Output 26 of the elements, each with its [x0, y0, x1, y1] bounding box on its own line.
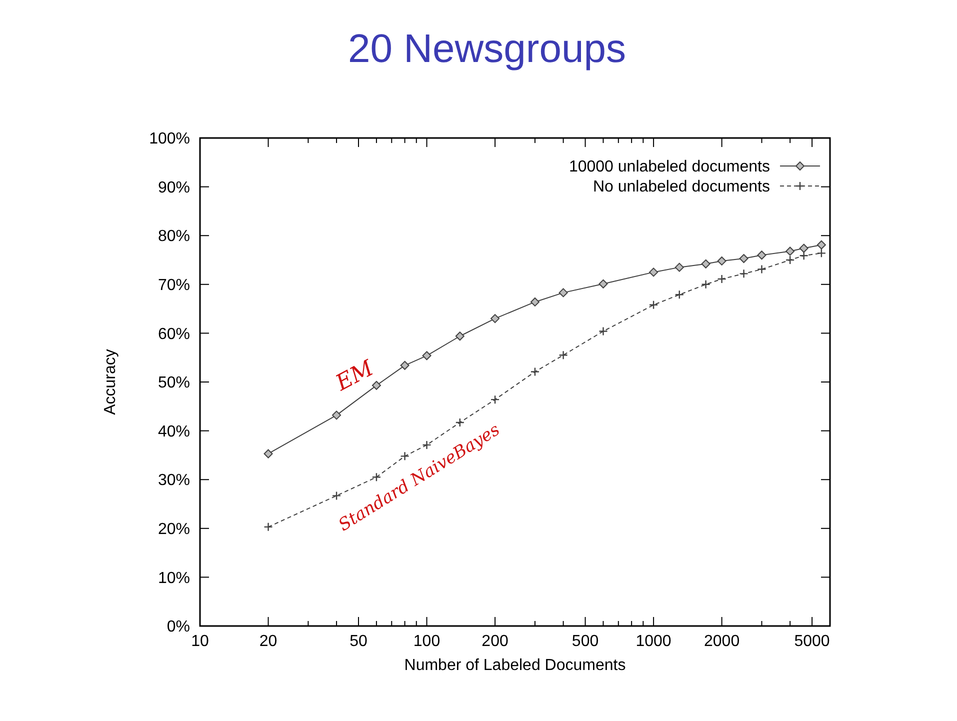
y-tick-label: 50%	[158, 374, 190, 392]
legend-label: No unlabeled documents	[592, 178, 770, 196]
y-tick-label: 30%	[158, 472, 190, 490]
x-tick-label: 5000	[794, 633, 830, 650]
x-tick-label: 20	[259, 633, 278, 650]
y-tick-label: 70%	[158, 277, 190, 294]
y-tick-label: 90%	[158, 179, 190, 196]
y-tick-label: 20%	[158, 521, 190, 538]
y-tick-label: 60%	[158, 326, 190, 343]
y-tick-label: 10%	[158, 570, 190, 587]
y-axis-title: Accuracy	[102, 349, 119, 415]
legend-label: 10000 unlabeled documents	[568, 158, 770, 176]
y-tick-label: 80%	[158, 228, 190, 246]
x-tick-label: 2000	[704, 633, 740, 650]
annotation: EM	[331, 356, 378, 397]
y-tick-label: 100%	[149, 130, 190, 148]
x-axis-title: Number of Labeled Documents	[404, 657, 626, 674]
y-tick-label: 40%	[158, 423, 190, 440]
chart-title: 20 Newsgroups	[348, 27, 626, 71]
x-tick-label: 10	[191, 633, 209, 650]
y-tick-label: 0%	[166, 618, 190, 636]
x-tick-label: 200	[482, 633, 508, 650]
x-tick-label: 1000	[636, 633, 672, 650]
x-tick-label: 500	[572, 633, 599, 650]
x-tick-label: 100	[413, 633, 440, 650]
x-tick-label: 50	[350, 633, 368, 650]
